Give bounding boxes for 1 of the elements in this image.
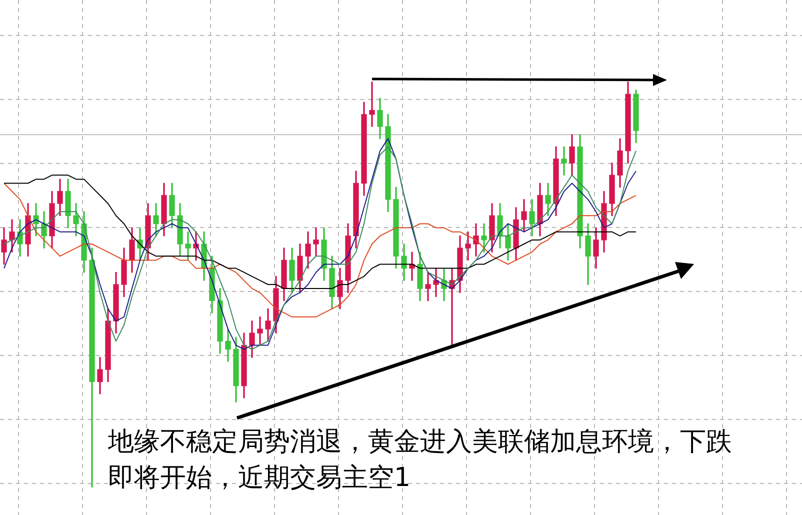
annotation: 地缘不稳定局势消退，黄金进入美联储加息环境，下跌即将开始，近期交易主空1 [108, 426, 733, 495]
